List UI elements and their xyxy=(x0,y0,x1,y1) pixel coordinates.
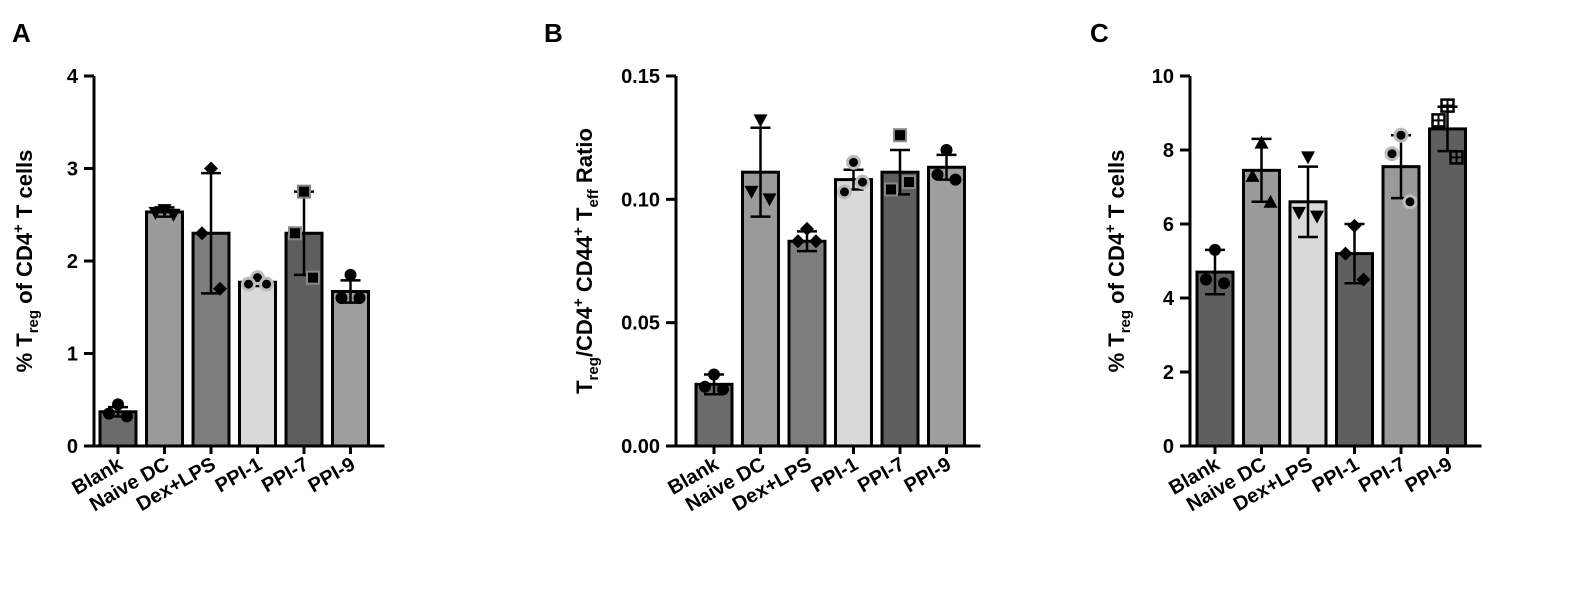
data-point xyxy=(259,276,274,292)
bar-ppi-9 xyxy=(331,290,370,448)
data-point xyxy=(893,128,907,143)
data-point xyxy=(306,270,320,285)
bar-ppi-1 xyxy=(1335,252,1374,448)
data-point xyxy=(288,226,302,241)
data-point xyxy=(791,234,805,249)
data-point xyxy=(1200,273,1212,286)
data-point xyxy=(1310,210,1324,224)
y-tick-label: 6 xyxy=(1163,214,1174,236)
y-tick-label: 0 xyxy=(1163,436,1174,458)
data-point xyxy=(931,168,944,181)
y-axis-label: % Treg of CD4+ T cells xyxy=(10,150,42,373)
data-point xyxy=(353,292,366,304)
y-tick-label: 10 xyxy=(1152,66,1174,88)
x-tick-label: PPI-9 xyxy=(305,453,359,497)
data-point xyxy=(699,380,711,393)
data-point xyxy=(1393,127,1409,143)
data-point xyxy=(717,383,729,396)
y-tick-label: 4 xyxy=(67,66,79,88)
y-axis-label: % Treg of CD4+ T cells xyxy=(1102,150,1134,373)
data-point xyxy=(1245,168,1260,182)
x-tick-label: PPI-1 xyxy=(1309,453,1363,497)
data-point xyxy=(1402,194,1418,210)
data-point xyxy=(762,193,777,207)
y-tick-label: 0 xyxy=(67,436,78,458)
y-tick-label: 2 xyxy=(1163,362,1174,384)
data-point xyxy=(837,184,852,200)
data-point xyxy=(902,175,916,190)
data-point xyxy=(121,410,133,423)
data-point xyxy=(1218,277,1230,290)
data-point xyxy=(1338,246,1353,261)
data-point xyxy=(195,226,209,241)
data-point xyxy=(753,114,768,128)
x-tick-label: PPI-1 xyxy=(212,453,266,497)
bar-naive-dc xyxy=(145,210,184,448)
x-tick-label: PPI-7 xyxy=(258,453,312,497)
data-point xyxy=(1301,151,1315,165)
bar-dex-lps xyxy=(1288,200,1328,448)
data-point xyxy=(884,182,898,197)
y-tick-label: 8 xyxy=(1163,140,1174,162)
chart-panel-b: B 0.00 0.05 0.10 0.15 Treg/CD4+ CD44+ Teff Ra… xyxy=(544,18,981,516)
y-tick-label: 2 xyxy=(67,251,78,273)
data-point xyxy=(1292,206,1306,220)
data-point xyxy=(1263,194,1278,208)
y-tick-label: 4 xyxy=(1163,288,1175,310)
data-point xyxy=(1356,272,1371,287)
data-point xyxy=(949,173,962,186)
bar-naive-dc xyxy=(1242,168,1281,448)
data-point xyxy=(744,185,759,199)
panel-label: A xyxy=(12,18,31,48)
data-point xyxy=(1254,135,1269,149)
y-tick-label: 1 xyxy=(67,344,78,366)
x-tick-label: PPI-9 xyxy=(901,453,955,497)
panel-label: C xyxy=(1090,18,1109,48)
y-tick-label: 0.10 xyxy=(621,189,660,211)
bar-ppi-1 xyxy=(834,178,873,448)
data-point xyxy=(213,281,227,296)
y-tick-label: 0.00 xyxy=(621,436,660,458)
data-point xyxy=(1209,243,1221,256)
bar-blank xyxy=(1195,270,1235,448)
bar-ppi-1 xyxy=(238,280,277,448)
data-point xyxy=(855,174,870,190)
data-point xyxy=(241,276,256,292)
data-point xyxy=(809,234,823,249)
data-point xyxy=(335,292,348,304)
panel-label: B xyxy=(544,18,563,48)
data-point xyxy=(112,398,124,411)
bar-ppi-7 xyxy=(1381,165,1421,448)
x-tick-label: PPI-7 xyxy=(1355,453,1409,497)
bar-dex-lps xyxy=(787,239,827,448)
data-point xyxy=(103,407,115,420)
y-axis-label: Treg/CD4+ CD44+ Teff Ratio xyxy=(570,128,602,394)
data-point xyxy=(846,154,861,170)
y-tick-label: 3 xyxy=(67,159,78,181)
data-point xyxy=(148,206,163,220)
bar-ppi-9 xyxy=(1428,127,1467,448)
data-point xyxy=(204,161,218,176)
data-point xyxy=(940,144,953,156)
data-point xyxy=(297,184,311,199)
y-tick-label: 0.15 xyxy=(621,66,660,88)
data-point xyxy=(800,221,814,236)
x-tick-label: PPI-1 xyxy=(808,453,862,497)
data-point xyxy=(708,368,720,381)
data-point xyxy=(1347,218,1362,233)
data-point xyxy=(1384,146,1400,162)
bar-ppi-9 xyxy=(927,165,966,448)
bar-ppi-7 xyxy=(880,170,920,448)
x-tick-label: PPI-7 xyxy=(854,453,908,497)
data-point xyxy=(166,208,181,222)
data-point xyxy=(344,268,357,281)
y-tick-label: 0.05 xyxy=(621,313,660,335)
x-tick-label: PPI-9 xyxy=(1402,453,1456,497)
